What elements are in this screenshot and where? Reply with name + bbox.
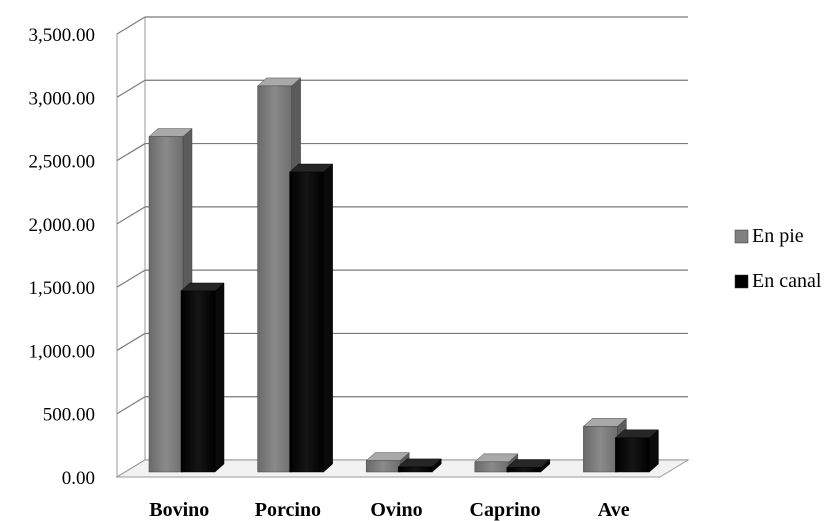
y-tick-label: 500.00 bbox=[43, 405, 95, 426]
bar-front bbox=[615, 437, 650, 473]
bar bbox=[506, 459, 551, 473]
x-category-label: Ave bbox=[598, 499, 630, 521]
bar-front bbox=[257, 85, 292, 473]
y-axis-tick-labels: 0.00 500.00 1,000.00 1,500.00 2,000.00 2,500.… bbox=[29, 25, 96, 489]
bar-front bbox=[148, 136, 184, 473]
gridline-side bbox=[116, 79, 146, 98]
bar-front bbox=[289, 171, 324, 473]
gridline-side bbox=[116, 396, 146, 415]
bar-front bbox=[506, 467, 542, 473]
chart-walls bbox=[116, 17, 146, 477]
legend: En pie En canal bbox=[734, 225, 822, 292]
bar-front bbox=[474, 461, 510, 473]
x-category-label: Porcino bbox=[255, 499, 321, 521]
x-category-label: Caprino bbox=[470, 499, 541, 521]
bars bbox=[148, 77, 660, 473]
x-axis-category-labels: Bovino Porcino Ovino Caprino Ave bbox=[149, 499, 629, 521]
gridline-side bbox=[116, 206, 146, 225]
legend-swatch bbox=[734, 274, 749, 289]
y-tick-label: 2,000.00 bbox=[29, 215, 96, 236]
y-tick-label: 1,500.00 bbox=[29, 278, 96, 299]
gridline-side bbox=[116, 16, 146, 35]
legend-label: En canal bbox=[752, 270, 822, 292]
legend-label: En pie bbox=[752, 225, 804, 247]
bar-front bbox=[180, 290, 216, 473]
bar-side bbox=[323, 163, 333, 473]
legend-swatch bbox=[734, 229, 749, 244]
gridlines bbox=[116, 16, 688, 478]
gridline-side bbox=[116, 332, 146, 351]
bar-front bbox=[583, 426, 618, 473]
y-tick-label: 2,500.00 bbox=[29, 152, 96, 173]
bar bbox=[397, 458, 442, 473]
y-tick-label: 3,500.00 bbox=[29, 25, 96, 46]
y-tick-label: 0.00 bbox=[62, 468, 95, 489]
bar bbox=[180, 282, 225, 473]
bar bbox=[614, 429, 660, 473]
y-tick-label: 3,000.00 bbox=[29, 88, 96, 109]
bar bbox=[288, 163, 334, 473]
gridline-side bbox=[116, 269, 146, 288]
bar-front bbox=[397, 466, 433, 473]
y-tick-label: 1,000.00 bbox=[29, 341, 96, 362]
bar-side bbox=[214, 282, 225, 473]
bar-front bbox=[365, 460, 401, 473]
gridline-side bbox=[116, 143, 146, 162]
x-category-label: Ovino bbox=[370, 499, 422, 521]
x-category-label: Bovino bbox=[149, 499, 209, 521]
